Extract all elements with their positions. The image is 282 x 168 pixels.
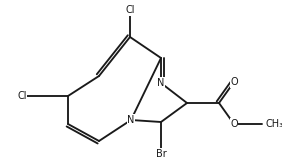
Text: O: O [230, 119, 238, 129]
Text: O: O [230, 77, 238, 87]
Text: N: N [127, 115, 135, 125]
Text: Cl: Cl [125, 5, 135, 15]
Text: Br: Br [156, 149, 166, 159]
Text: N: N [157, 78, 165, 88]
Text: CH₃: CH₃ [265, 119, 282, 129]
Text: Cl: Cl [17, 91, 27, 101]
